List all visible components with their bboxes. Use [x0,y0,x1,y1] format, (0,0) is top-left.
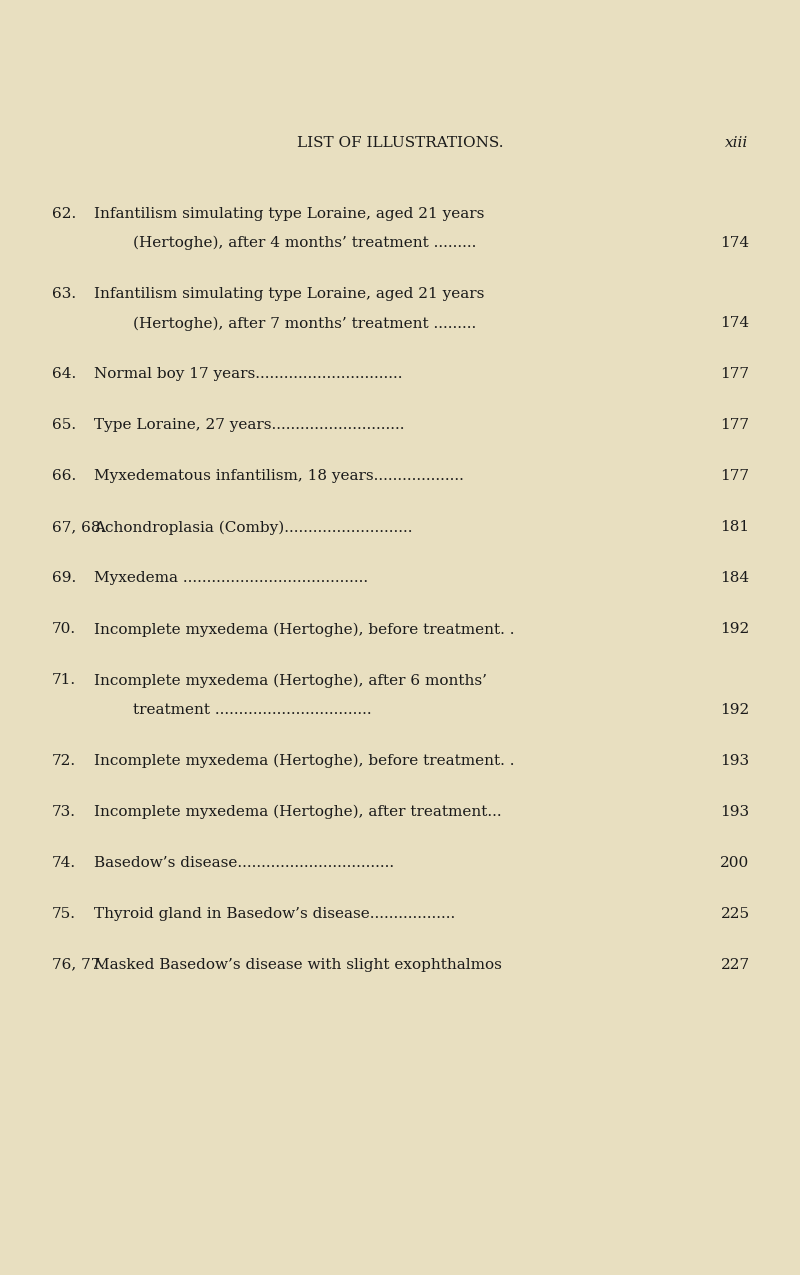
Text: 70.: 70. [52,622,76,636]
Text: Infantilism simulating type Loraine, aged 21 years: Infantilism simulating type Loraine, age… [94,287,485,301]
Text: 174: 174 [721,316,750,330]
Text: Masked Basedow’s disease with slight exophthalmos: Masked Basedow’s disease with slight exo… [94,958,502,972]
Text: Incomplete myxedema (Hertoghe), before treatment. .: Incomplete myxedema (Hertoghe), before t… [94,754,515,768]
Text: Infantilism simulating type Loraine, aged 21 years: Infantilism simulating type Loraine, age… [94,207,485,221]
Text: 76, 77.: 76, 77. [52,958,105,972]
Text: 177: 177 [721,418,750,432]
Text: 225: 225 [721,907,750,921]
Text: (Hertoghe), after 7 months’ treatment .........: (Hertoghe), after 7 months’ treatment ..… [94,316,477,330]
Text: Incomplete myxedema (Hertoghe), before treatment. .: Incomplete myxedema (Hertoghe), before t… [94,622,515,636]
Text: 75.: 75. [52,907,76,921]
Text: 177: 177 [721,367,750,381]
Text: xiii: xiii [725,136,748,150]
Text: 64.: 64. [52,367,76,381]
Text: 200: 200 [720,856,750,870]
Text: LIST OF ILLUSTRATIONS.: LIST OF ILLUSTRATIONS. [297,136,503,150]
Text: Incomplete myxedema (Hertoghe), after 6 months’: Incomplete myxedema (Hertoghe), after 6 … [94,673,487,687]
Text: 192: 192 [720,622,750,636]
Text: 184: 184 [721,571,750,585]
Text: Basedow’s disease.................................: Basedow’s disease.......................… [94,856,394,870]
Text: Normal boy 17 years...............................: Normal boy 17 years.....................… [94,367,403,381]
Text: 67, 68.: 67, 68. [52,520,106,534]
Text: 71.: 71. [52,673,76,687]
Text: Incomplete myxedema (Hertoghe), after treatment...: Incomplete myxedema (Hertoghe), after tr… [94,805,502,819]
Text: 193: 193 [721,805,750,819]
Text: Type Loraine, 27 years............................: Type Loraine, 27 years..................… [94,418,405,432]
Text: Achondroplasia (Comby)...........................: Achondroplasia (Comby)..................… [94,520,413,534]
Text: 69.: 69. [52,571,76,585]
Text: 62.: 62. [52,207,76,221]
Text: Myxedematous infantilism, 18 years...................: Myxedematous infantilism, 18 years......… [94,469,464,483]
Text: 177: 177 [721,469,750,483]
Text: 192: 192 [720,703,750,717]
Text: 193: 193 [721,754,750,768]
Text: Myxedema .......................................: Myxedema ...............................… [94,571,369,585]
Text: 174: 174 [721,236,750,250]
Text: 227: 227 [721,958,750,972]
Text: 66.: 66. [52,469,76,483]
Text: (Hertoghe), after 4 months’ treatment .........: (Hertoghe), after 4 months’ treatment ..… [94,236,477,250]
Text: 74.: 74. [52,856,76,870]
Text: treatment .................................: treatment ..............................… [94,703,372,717]
Text: Thyroid gland in Basedow’s disease..................: Thyroid gland in Basedow’s disease......… [94,907,456,921]
Text: 63.: 63. [52,287,76,301]
Text: 73.: 73. [52,805,76,819]
Text: 65.: 65. [52,418,76,432]
Text: 72.: 72. [52,754,76,768]
Text: 181: 181 [721,520,750,534]
